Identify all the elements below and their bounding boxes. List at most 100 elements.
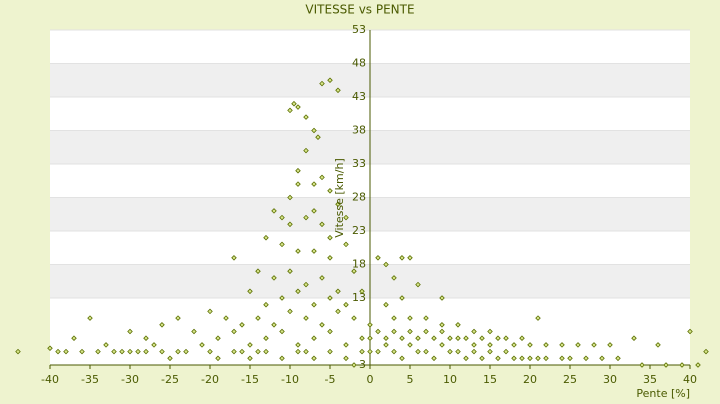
point [247, 288, 253, 295]
point [175, 315, 181, 321]
point [415, 348, 421, 355]
point [319, 221, 325, 228]
point [519, 335, 525, 341]
point [391, 315, 397, 321]
x-tick-label: -25 [161, 373, 179, 386]
point [263, 348, 269, 355]
point [239, 322, 245, 328]
point [367, 348, 373, 355]
y-tick-label: 38 [352, 124, 366, 137]
point [479, 335, 485, 341]
point [343, 355, 349, 362]
point [47, 345, 53, 352]
point [327, 255, 333, 261]
point [279, 328, 285, 335]
point [255, 268, 261, 274]
y-tick-label: 28 [352, 191, 366, 204]
y-tick-label: 18 [352, 258, 366, 271]
point [447, 348, 453, 355]
point [263, 335, 269, 341]
point [55, 348, 61, 355]
point [175, 348, 181, 355]
point [431, 335, 437, 341]
point [303, 315, 309, 321]
x-tick-label: -30 [121, 373, 139, 386]
x-tick-label: 15 [483, 373, 497, 386]
point [95, 348, 101, 355]
point [431, 355, 437, 362]
point [471, 328, 477, 335]
point [239, 348, 245, 355]
point [375, 348, 381, 355]
point [319, 174, 325, 181]
point [315, 134, 321, 140]
point [327, 234, 333, 241]
point [383, 301, 389, 308]
point [287, 194, 293, 201]
point [207, 308, 213, 315]
point [399, 355, 405, 362]
point [255, 348, 261, 355]
point [383, 261, 389, 268]
point [327, 348, 333, 355]
point [511, 355, 517, 362]
point [311, 208, 317, 214]
point [103, 342, 109, 348]
point [295, 248, 301, 254]
point [407, 255, 413, 261]
point [287, 308, 293, 315]
point [503, 335, 509, 341]
point [191, 328, 197, 335]
point [223, 315, 229, 321]
point [335, 288, 341, 295]
point [543, 355, 549, 362]
x-tick-label: -40 [41, 373, 59, 386]
point [231, 255, 237, 261]
x-tick-label: 10 [443, 373, 457, 386]
point [359, 348, 365, 355]
point [567, 355, 573, 362]
x-tick-label: 30 [603, 373, 617, 386]
x-tick-label: 20 [523, 373, 537, 386]
point [351, 268, 357, 274]
point [463, 355, 469, 362]
point [423, 315, 429, 321]
point [615, 355, 621, 362]
point [495, 355, 501, 362]
point [439, 328, 445, 335]
point [415, 335, 421, 341]
x-tick-label: -5 [325, 373, 336, 386]
point [63, 348, 69, 355]
point [287, 107, 293, 114]
point [311, 335, 317, 341]
point [407, 328, 413, 335]
point [455, 348, 461, 355]
point [407, 342, 413, 348]
point [471, 348, 477, 355]
x-axis-title: Pente [%] [636, 387, 690, 400]
point [271, 275, 277, 281]
point [279, 214, 285, 221]
point [335, 87, 341, 94]
point [423, 348, 429, 355]
x-tick-label: 25 [563, 373, 577, 386]
point [343, 241, 349, 248]
point [343, 214, 349, 221]
point [135, 348, 141, 355]
x-tick-label: 35 [643, 373, 657, 386]
point [383, 342, 389, 348]
point [487, 348, 493, 355]
point [183, 348, 189, 355]
point [535, 315, 541, 321]
x-tick-label: -15 [241, 373, 259, 386]
point [559, 355, 565, 362]
point [527, 355, 533, 362]
point [343, 301, 349, 308]
point [303, 348, 309, 355]
point [519, 355, 525, 362]
point [455, 322, 461, 328]
point [599, 355, 605, 362]
point [439, 322, 445, 328]
point [559, 342, 565, 348]
point [263, 234, 269, 241]
